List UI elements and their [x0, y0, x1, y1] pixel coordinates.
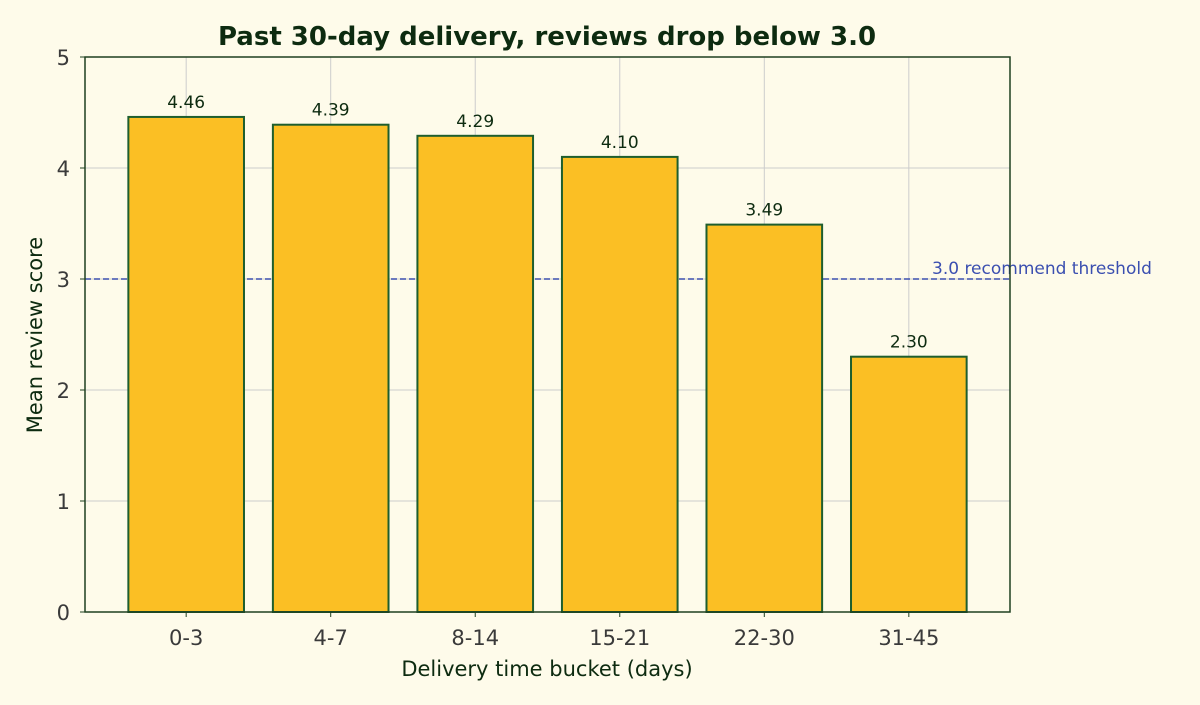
bar-22-30	[705, 223, 824, 614]
x-tick-label: 8-14	[451, 626, 499, 650]
x-tick-label: 15-21	[589, 626, 650, 650]
bar-31-45	[850, 355, 968, 614]
y-tick-label: 3	[57, 268, 70, 292]
threshold-label: 3.0 recommend threshold	[932, 259, 1152, 279]
chart-title: Past 30-day delivery, reviews drop below…	[218, 22, 876, 52]
data-labels-layer: 4.46 4.39 4.29 4.10 3.49 2.30 3.0 recommend th…	[167, 93, 1152, 353]
data-label: 4.29	[456, 112, 494, 132]
y-tick-label: 2	[57, 379, 70, 403]
x-tick-label: 4-7	[314, 626, 348, 650]
x-axis-label: Delivery time bucket (days)	[401, 657, 692, 681]
bar-4-7	[271, 123, 390, 614]
data-label: 4.10	[601, 133, 639, 153]
plot-frame	[84, 56, 1011, 613]
y-tick-label: 0	[57, 601, 70, 625]
y-tick-label: 5	[57, 46, 70, 70]
y-axis-label: Mean review score	[23, 237, 47, 433]
bars-layer	[127, 115, 968, 614]
bar-15-21	[560, 155, 679, 613]
y-tick-label: 4	[57, 157, 70, 181]
y-tick-label: 1	[57, 490, 70, 514]
data-label: 2.30	[890, 333, 928, 353]
bar-8-14	[416, 134, 535, 613]
data-label: 4.39	[312, 101, 350, 121]
data-label: 4.46	[167, 93, 205, 113]
ticks-layer: 0 1 2 3 4 5 0-3 4-7 8-14 15-21 22-30 31-45	[57, 46, 940, 650]
x-tick-label: 0-3	[169, 626, 203, 650]
data-label: 3.49	[745, 201, 783, 221]
x-tick-label: 22-30	[734, 626, 795, 650]
bar-0-3	[127, 115, 245, 613]
x-tick-label: 31-45	[878, 626, 939, 650]
